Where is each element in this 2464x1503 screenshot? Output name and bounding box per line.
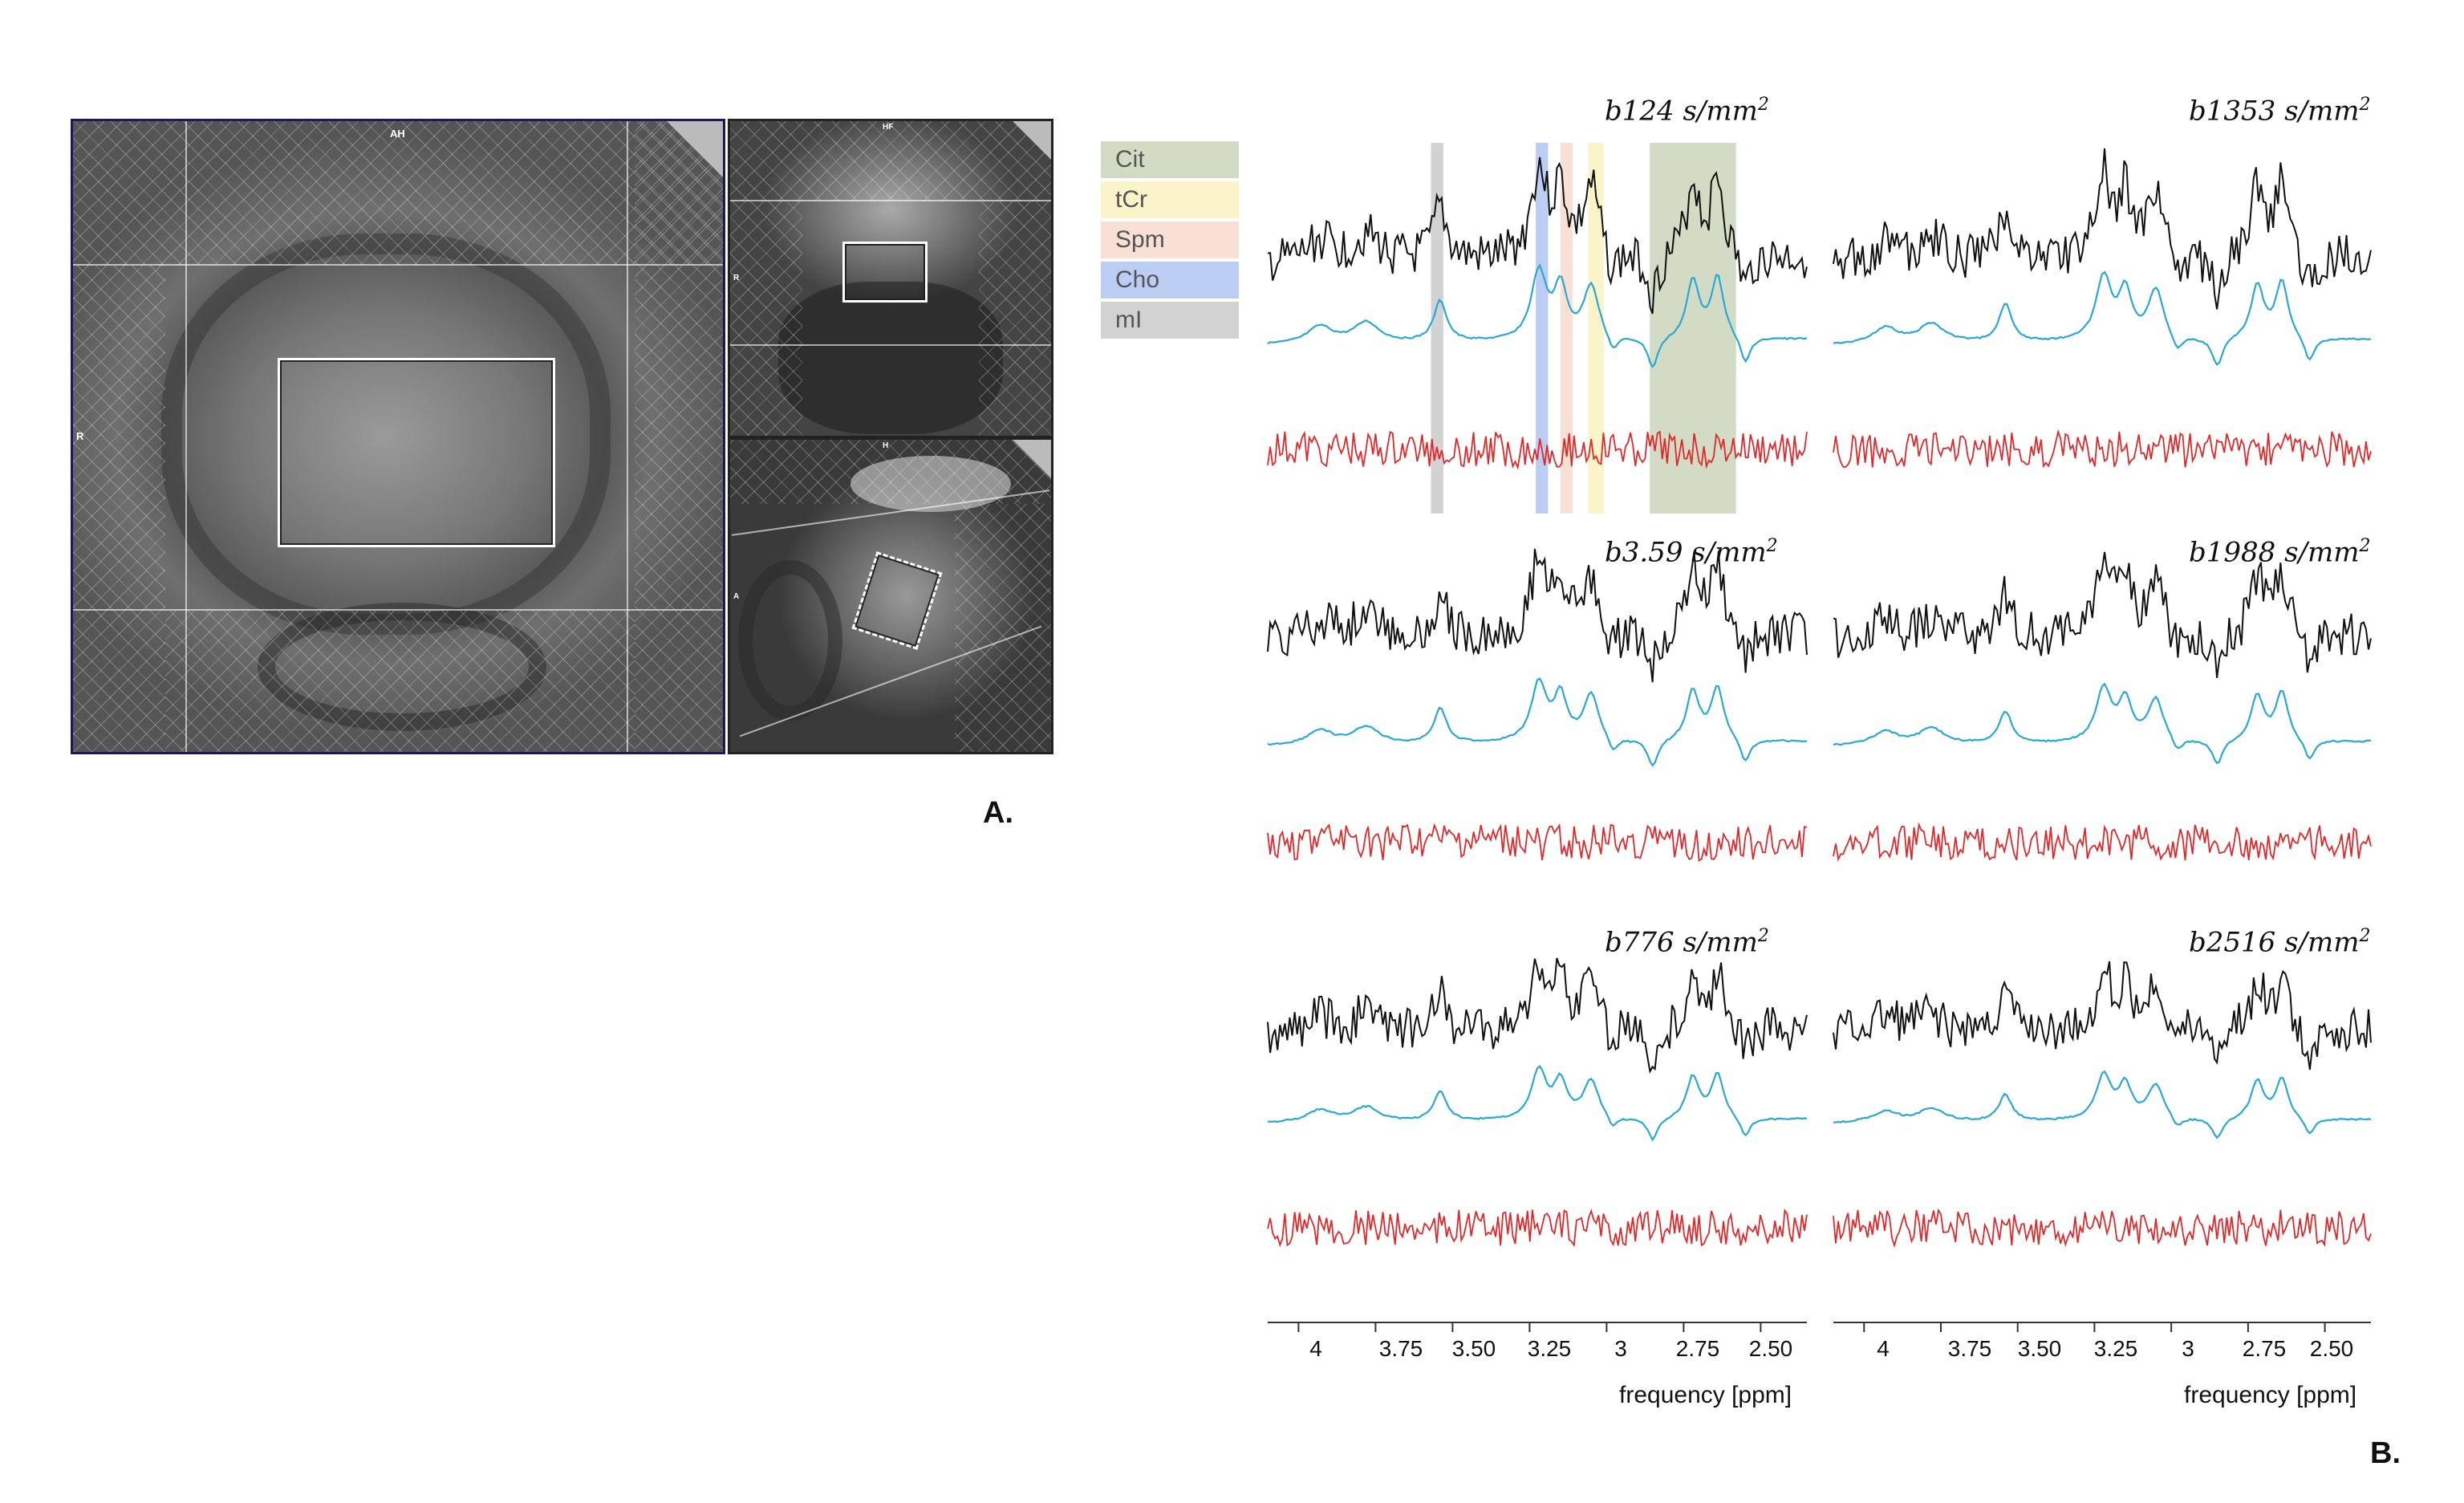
legend-item-spm: Spm [1101, 221, 1239, 258]
measured-trace [1833, 148, 2372, 310]
fit-trace [1833, 1070, 2372, 1139]
spectrum-title-b124: b124 s/mm2 [1605, 95, 1769, 128]
fit-trace [1267, 263, 1808, 368]
panel-a-label: A. [983, 796, 1013, 830]
measured-trace [1267, 548, 1808, 683]
x-tick-label: 3.25 [2093, 1336, 2138, 1361]
voi-box[interactable] [278, 358, 555, 547]
legend-item-cho: Cho [1101, 262, 1239, 299]
legend-item-tcr: tCr [1101, 181, 1239, 218]
saturation-band-left [73, 266, 165, 752]
fit-trace [1267, 1065, 1808, 1142]
x-tick-label: 3 [2182, 1336, 2194, 1361]
measured-trace [1267, 156, 1808, 315]
view-corner-fold-icon [667, 121, 723, 177]
highlight-band-tcr [1588, 143, 1604, 514]
x-tick-label: 4 [1309, 1336, 1322, 1361]
spectrum-title-b776: b776 s/mm2 [1605, 926, 1769, 959]
mri-coronal-view: HF R [728, 119, 1053, 438]
orientation-label-left: R [76, 430, 84, 442]
x-tick-label: 2.75 [1675, 1336, 1720, 1361]
x-tick-label: 3.50 [1451, 1336, 1496, 1361]
measured-trace [1833, 551, 2372, 678]
saturation-band-top [73, 121, 723, 266]
x-tick-label: 2.75 [2242, 1336, 2287, 1361]
spectrum-title-b2516: b2516 s/mm2 [2189, 926, 2371, 959]
highlight-band-spm [1560, 143, 1573, 514]
voi-box[interactable] [842, 242, 928, 303]
spectrum-title-b1353: b1353 s/mm2 [2189, 95, 2371, 128]
x-tick-label: 3 [1614, 1336, 1627, 1361]
fit-trace [1833, 682, 2372, 765]
residual-trace [1267, 823, 1808, 863]
view-corner-fold-icon [1013, 121, 1051, 160]
orientation-label-top: HF [883, 123, 894, 132]
residual-trace [1833, 1208, 2372, 1249]
x-axis-title: frequency [ppm] [1619, 1382, 1792, 1408]
orientation-label-top: AH [390, 128, 405, 140]
x-tick-label: 3.75 [1947, 1336, 1992, 1361]
legend-item-cit: Cit [1101, 141, 1239, 178]
orientation-label-left: R [733, 274, 740, 282]
saturation-band-top [730, 121, 1051, 201]
residual-trace [1267, 1208, 1808, 1248]
mri-sagittal-view: H A [728, 437, 1053, 754]
x-tick-label: 3.50 [2017, 1336, 2062, 1361]
orientation-label-top: H [883, 441, 889, 450]
saturation-band-left [730, 201, 802, 436]
view-corner-fold-icon [1013, 440, 1051, 478]
saturation-band-top [730, 440, 1051, 504]
residual-trace [1267, 430, 1808, 470]
legend-item-mi: mI [1101, 302, 1239, 339]
fit-trace [1833, 270, 2372, 366]
measured-trace [1833, 961, 2372, 1070]
saturation-band-right [979, 201, 1051, 436]
x-tick-label: 3.25 [1527, 1336, 1572, 1361]
spectrum-title-b3-59: b3.59 s/mm2 [1605, 536, 1778, 569]
x-axis-title: frequency [ppm] [2184, 1382, 2357, 1408]
spectrum-title-b1988: b1988 s/mm2 [2189, 536, 2371, 569]
highlight-band-cho [1536, 143, 1549, 514]
saturation-band-bottom [165, 611, 635, 752]
measured-trace [1267, 957, 1808, 1074]
x-tick-label: 4 [1877, 1336, 1890, 1361]
anatomy-bright-region [850, 456, 1011, 512]
saturation-band-right [635, 121, 723, 752]
residual-trace [1833, 429, 2372, 469]
panel-b-label: B. [2370, 1436, 2401, 1470]
x-tick-label: 2.50 [2309, 1336, 2354, 1361]
highlight-band-mi [1431, 143, 1443, 514]
orientation-label-left: A [733, 592, 740, 601]
mri-axial-view: AH R [71, 119, 725, 754]
anatomy-dark-region [778, 282, 1003, 434]
x-tick-label: 3.75 [1378, 1336, 1423, 1361]
residual-trace [1833, 822, 2372, 862]
fit-trace [1267, 677, 1807, 767]
x-tick-label: 2.50 [1748, 1336, 1793, 1361]
